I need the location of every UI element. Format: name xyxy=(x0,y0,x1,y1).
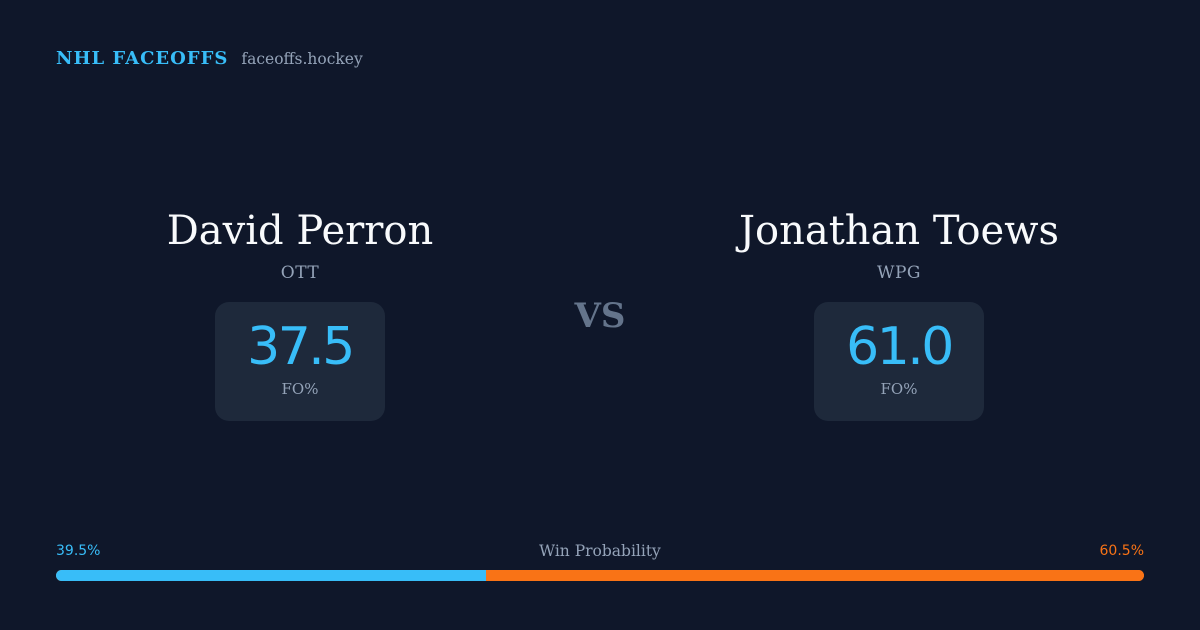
win-probability-left-label: 39.5% xyxy=(56,543,101,559)
brand-domain: faceoffs.hockey xyxy=(241,50,363,68)
player-left-stat-card: 37.5 FO% xyxy=(215,302,385,421)
player-right: Jonathan Toews WPG 61.0 FO% xyxy=(659,203,1139,421)
win-probability-labels: 39.5% Win Probability 60.5% xyxy=(56,541,1144,565)
player-right-name: Jonathan Toews xyxy=(739,208,1059,254)
player-right-stat-label: FO% xyxy=(880,380,918,398)
player-right-stat-card: 61.0 FO% xyxy=(814,302,984,421)
win-probability: 39.5% Win Probability 60.5% xyxy=(56,541,1144,581)
win-probability-bar-right xyxy=(485,570,1144,581)
win-probability-bar xyxy=(56,570,1144,581)
player-left-stat-value: 37.5 xyxy=(247,317,355,377)
player-left-team: OTT xyxy=(280,263,320,283)
player-left-stat-label: FO% xyxy=(281,380,319,398)
vs-label: VS xyxy=(574,296,626,336)
player-right-team: WPG xyxy=(877,263,921,283)
player-left-name: David Perron xyxy=(166,208,434,254)
win-probability-bar-left xyxy=(56,570,486,581)
brand-name: NHL FACEOFFS xyxy=(56,48,229,69)
player-right-stat-value: 61.0 xyxy=(846,317,954,377)
win-probability-title: Win Probability xyxy=(539,542,661,560)
player-left: David Perron OTT 37.5 FO% xyxy=(60,203,540,421)
brand-header: NHL FACEOFFS faceoffs.hockey xyxy=(56,48,363,69)
win-probability-right-label: 60.5% xyxy=(1099,543,1144,559)
